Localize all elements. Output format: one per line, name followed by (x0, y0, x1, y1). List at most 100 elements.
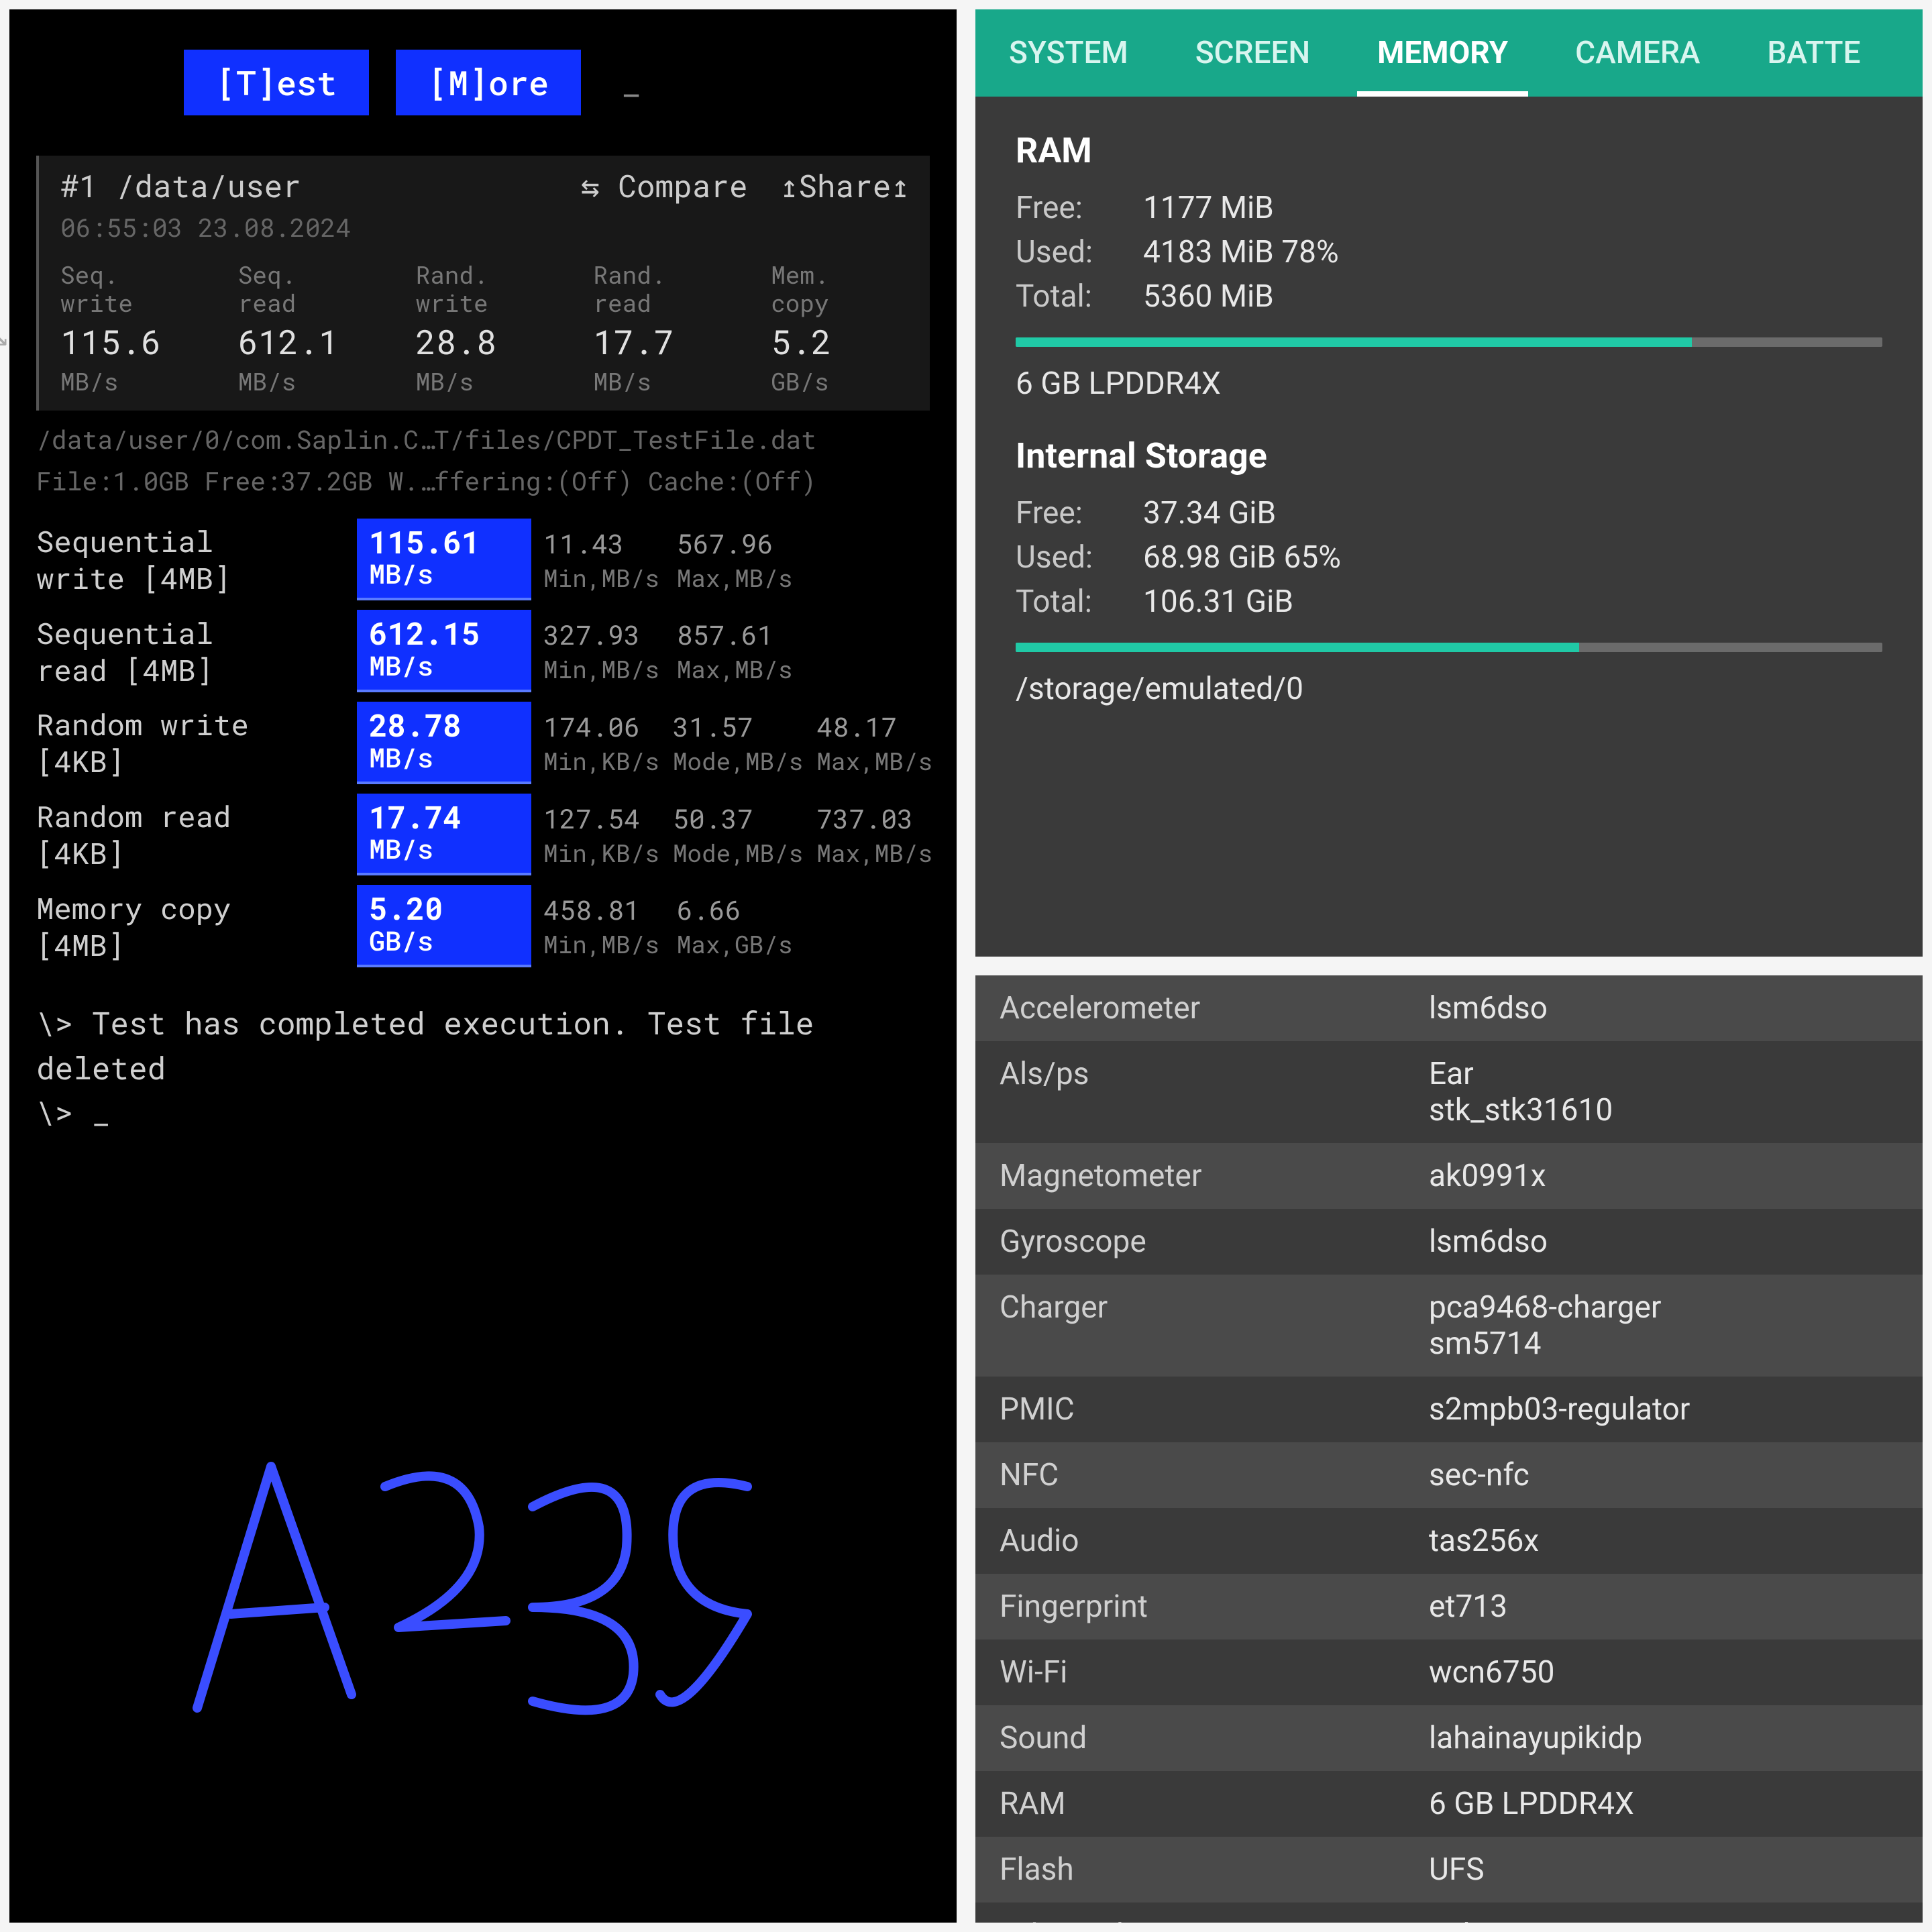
component-value: UFS (1429, 1851, 1898, 1888)
component-value: 6 GB LPDDR4X (1429, 1786, 1898, 1822)
tab-screen[interactable]: SCREEN (1162, 9, 1344, 97)
summary-value: 28.8 (416, 319, 575, 365)
result-stats: 327.93Min,MB/s857.61Max,MB/s (543, 616, 930, 686)
component-value: Ear stk_stk31610 (1429, 1056, 1898, 1128)
table-row: Magnetometerak0991x (975, 1143, 1923, 1209)
stat: 11.43Min,MB/s (543, 525, 663, 594)
stat: 174.06Min,KB/s (543, 708, 659, 777)
tab-camera[interactable]: CAMERA (1542, 9, 1733, 97)
summary-value: 115.6 (60, 319, 219, 365)
stat: 48.17Max,MB/s (816, 708, 932, 777)
summary-cell: Seq.write115.6MB/s (60, 261, 219, 397)
component-value: ak0991x (1429, 1158, 1898, 1194)
ram-used: 4183 MiB 78% (1143, 234, 1882, 270)
tab-system[interactable]: SYSTEM (975, 9, 1162, 97)
component-key: Fingerprint (1000, 1589, 1429, 1625)
component-key: PMIC (1000, 1391, 1429, 1428)
summary-unit: MB/s (60, 365, 219, 398)
summary-cell: Rand.write28.8MB/s (416, 261, 575, 397)
console-line: \> _ (36, 1090, 930, 1135)
result-stats: 11.43Min,MB/s567.96Max,MB/s (543, 525, 930, 594)
stat: 127.54Min,KB/s (543, 800, 659, 869)
result-row: Sequentialread [4MB]612.15MB/s327.93Min,… (36, 610, 930, 692)
table-row: Soundlahainayupikidp (975, 1705, 1923, 1771)
component-key: Audio (1000, 1523, 1429, 1559)
summary-unit: GB/s (771, 365, 930, 398)
component-value: lsm6dso (1429, 990, 1898, 1026)
component-key: Wi-Fi (1000, 1654, 1429, 1690)
table-row: RAM6 GB LPDDR4X (975, 1771, 1923, 1837)
table-row: Chargerpca9468-charger sm5714 (975, 1275, 1923, 1377)
storage-total: 106.31 GiB (1143, 584, 1882, 620)
run-timestamp: 06:55:03 23.08.2024 (60, 211, 930, 245)
ram-kv: Free: 1177 MiB Used: 4183 MiB 78% Total:… (1016, 190, 1882, 315)
component-value: pca9468-charger sm5714 (1429, 1289, 1898, 1362)
table-row: FlashUFS (975, 1837, 1923, 1902)
result-row: Memory copy[4MB]5.20GB/s458.81Min,MB/s6.… (36, 885, 930, 967)
component-key: Flash (1000, 1851, 1429, 1888)
component-key: Magnetometer (1000, 1158, 1429, 1194)
component-key: RAM (1000, 1786, 1429, 1822)
summary-value: 612.1 (238, 319, 397, 365)
cpdt-benchmark-panel: [T]est [M]ore _ ↘ #1 /data/user 06:55:03… (0, 0, 966, 1932)
component-value: unk25 (1429, 1917, 1898, 1932)
meta-params: File:1.0GB Free:37.2GB W.…ffering:(Off) … (36, 464, 930, 498)
result-row: Random write[4KB]28.78MB/s174.06Min,KB/s… (36, 702, 930, 784)
result-value: 5.20GB/s (357, 885, 531, 967)
ram-bar (1016, 337, 1882, 347)
label-total: Total: (1016, 584, 1143, 620)
label-used: Used: (1016, 539, 1143, 576)
compare-button[interactable]: ⇆ Compare (581, 165, 748, 207)
toolbar: [T]est [M]ore _ (184, 50, 930, 115)
component-value: s2mpb03-regulator (1429, 1391, 1898, 1428)
stat: 6.66Max,GB/s (677, 892, 797, 961)
result-row: Random read[4KB]17.74MB/s127.54Min,KB/s5… (36, 794, 930, 876)
table-row: Other unknownunk25 (975, 1902, 1923, 1932)
storage-heading: Internal Storage (1016, 435, 1882, 476)
ram-heading: RAM (1016, 130, 1882, 171)
ram-free: 1177 MiB (1143, 190, 1882, 226)
result-stats: 458.81Min,MB/s6.66Max,GB/s (543, 892, 930, 961)
summary-label: Rand.read (593, 261, 752, 317)
component-key: Gyroscope (1000, 1224, 1429, 1260)
result-value: 612.15MB/s (357, 610, 531, 692)
label-total: Total: (1016, 278, 1143, 315)
table-row: Als/psEar stk_stk31610 (975, 1041, 1923, 1143)
storage-bar (1016, 643, 1882, 652)
summary-label: Seq.read (238, 261, 397, 317)
result-value: 115.61MB/s (357, 519, 531, 601)
table-row: PMICs2mpb03-regulator (975, 1377, 1923, 1442)
table-row: NFCsec-nfc (975, 1442, 1923, 1508)
console: \> Test has completed execution. Test fi… (36, 1001, 930, 1135)
component-key: Als/ps (1000, 1056, 1429, 1128)
result-name: Memory copy[4MB] (36, 890, 345, 963)
result-row: Sequentialwrite [4MB]115.61MB/s11.43Min,… (36, 519, 930, 601)
stat: 31.57Mode,MB/s (673, 708, 803, 777)
label-used: Used: (1016, 234, 1143, 270)
more-button[interactable]: [M]ore (396, 50, 581, 115)
tab-bar: SYSTEMSCREENMEMORYCAMERABATTE (975, 9, 1923, 97)
result-name: Sequentialread [4MB] (36, 614, 345, 688)
summary-label: Rand.write (416, 261, 575, 317)
tab-batte[interactable]: BATTE (1733, 9, 1894, 97)
result-stats: 127.54Min,KB/s50.37Mode,MB/s737.03Max,MB… (543, 800, 932, 869)
stat: 458.81Min,MB/s (543, 892, 663, 961)
component-value: lahainayupikidp (1429, 1720, 1898, 1756)
storage-bar-fill (1016, 643, 1579, 652)
component-value: et713 (1429, 1589, 1898, 1625)
summary-label: Mem.copy (771, 261, 930, 317)
summary-cell: Mem.copy5.2GB/s (771, 261, 930, 397)
result-stats: 174.06Min,KB/s31.57Mode,MB/s48.17Max,MB/… (543, 708, 932, 777)
summary-unit: MB/s (593, 365, 752, 398)
summary-cell: Rand.read17.7MB/s (593, 261, 752, 397)
result-name: Sequentialwrite [4MB] (36, 523, 345, 596)
stat: 567.96Max,MB/s (677, 525, 797, 594)
storage-kv: Free: 37.34 GiB Used: 68.98 GiB 65% Tota… (1016, 495, 1882, 620)
summary-cell: Seq.read612.1MB/s (238, 261, 397, 397)
ram-subtitle: 6 GB LPDDR4X (1016, 366, 1882, 402)
test-button[interactable]: [T]est (184, 50, 369, 115)
stat: 327.93Min,MB/s (543, 616, 663, 686)
tab-memory[interactable]: MEMORY (1344, 9, 1542, 97)
table-row: Accelerometerlsm6dso (975, 975, 1923, 1041)
share-button[interactable]: ↥Share↥ (780, 165, 910, 207)
